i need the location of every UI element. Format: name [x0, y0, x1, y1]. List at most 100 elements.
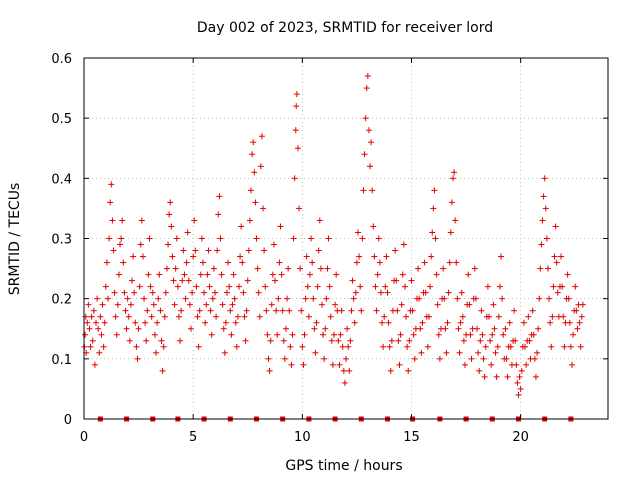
data-point [357, 283, 364, 290]
data-point [396, 361, 403, 368]
data-point [220, 325, 227, 332]
data-point [493, 373, 500, 380]
data-point [513, 361, 520, 368]
data-point [395, 337, 402, 344]
data-point [409, 307, 416, 314]
data-point [125, 313, 132, 320]
data-point [515, 391, 522, 398]
data-point [89, 337, 96, 344]
x-tick-label: 0 [80, 430, 88, 445]
data-point [218, 271, 225, 278]
data-point [327, 313, 334, 320]
data-point [489, 331, 496, 338]
data-point [560, 313, 567, 320]
data-point [543, 235, 550, 242]
data-point [517, 385, 524, 392]
data-point [504, 373, 511, 380]
data-point [316, 217, 323, 224]
data-point [544, 265, 551, 272]
data-point [372, 283, 379, 290]
data-point [252, 199, 259, 206]
data-point [287, 343, 294, 350]
data-point [249, 151, 256, 158]
data-point [144, 307, 151, 314]
data-point [411, 355, 418, 362]
data-point [457, 319, 464, 326]
data-point [374, 271, 381, 278]
data-point [242, 337, 249, 344]
data-point [475, 349, 482, 356]
data-point [312, 349, 319, 356]
data-point [358, 307, 365, 314]
data-point [436, 355, 443, 362]
data-point [496, 283, 503, 290]
data-point [506, 319, 513, 326]
data-point [207, 307, 214, 314]
data-point [481, 373, 488, 380]
data-point [124, 295, 131, 302]
data-point [136, 283, 143, 290]
data-point [385, 319, 392, 326]
data-point [382, 283, 389, 290]
data-point [219, 301, 226, 308]
data-point [445, 289, 452, 296]
data-point [379, 319, 386, 326]
data-point [298, 307, 305, 314]
data-point [91, 361, 98, 368]
data-point [451, 169, 458, 176]
data-point [375, 235, 382, 242]
data-point [198, 235, 205, 242]
data-point [296, 205, 303, 212]
data-point [228, 331, 235, 338]
data-point [352, 289, 359, 296]
data-point [416, 295, 423, 302]
data-point [114, 301, 121, 308]
x-tick-labels: 0 5 10 15 20 [80, 430, 529, 445]
data-point [115, 271, 122, 278]
data-point [212, 289, 218, 296]
data-point [452, 217, 459, 224]
chart-title: Day 002 of 2023, SRMTID for receiver lor… [197, 20, 493, 36]
data-point [304, 283, 311, 290]
data-point [276, 259, 283, 266]
data-point [341, 379, 348, 386]
data-point [213, 313, 220, 320]
data-point [361, 151, 368, 158]
data-point [174, 283, 181, 290]
data-point [453, 259, 460, 266]
data-point [88, 313, 95, 320]
data-point [454, 295, 461, 302]
data-point [387, 367, 394, 374]
data-point [570, 331, 577, 338]
data-point [267, 337, 274, 344]
data-point [113, 331, 120, 338]
data-point [471, 265, 478, 272]
data-point [512, 337, 519, 344]
data-point [468, 355, 475, 362]
y-tick-label: 0 [64, 413, 72, 428]
data-point [567, 343, 574, 350]
data-point [324, 265, 331, 272]
data-point [286, 307, 293, 314]
data-point [364, 73, 371, 80]
data-point [313, 319, 320, 326]
data-point [373, 307, 380, 314]
data-point [432, 235, 439, 242]
data-point [401, 283, 408, 290]
data-point [181, 271, 188, 278]
data-point [530, 331, 537, 338]
data-point [105, 295, 112, 302]
data-point [199, 259, 206, 266]
data-point [488, 361, 495, 368]
data-point [280, 337, 287, 344]
data-point [270, 241, 277, 248]
data-point [284, 295, 291, 302]
data-point [253, 235, 260, 242]
data-point [424, 343, 431, 350]
data-point [384, 289, 391, 296]
data-point [318, 301, 325, 308]
data-point [486, 313, 493, 320]
data-point [421, 259, 428, 266]
data-point [548, 343, 555, 350]
data-point [443, 349, 450, 356]
